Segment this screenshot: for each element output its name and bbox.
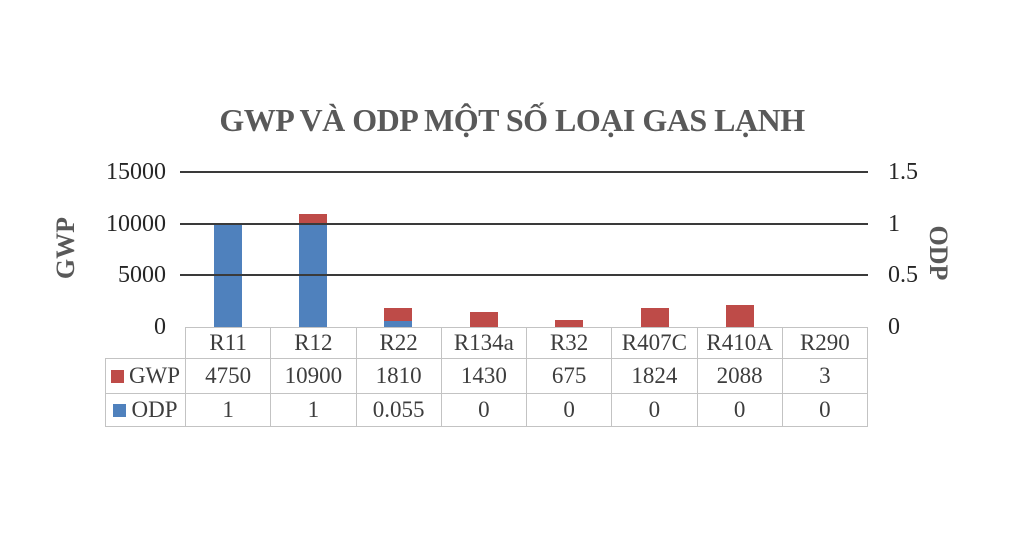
bar-gwp-R32: [555, 320, 584, 327]
data-table: R11 R12 R22 R134a R32 R407C R410A R290 G…: [105, 327, 869, 427]
table-odp-value: 0: [611, 393, 698, 427]
bar-odp-R22: [384, 321, 413, 327]
left-axis-tick-5000: 5000: [118, 262, 166, 288]
table-gwp-value: 1810: [355, 358, 442, 394]
table-odp-value: 0.055: [355, 393, 442, 427]
odp-series-label: ODP: [131, 397, 178, 422]
right-axis-tick-0.5: 0.5: [888, 262, 918, 288]
right-axis-tick-0: 0: [888, 314, 900, 340]
table-gwp-value: 1824: [611, 358, 698, 394]
left-axis-tick-10000: 10000: [106, 211, 166, 237]
bar-gwp-R410A: [725, 305, 754, 327]
table-gwp-value: 3: [781, 358, 869, 394]
bar-gwp-R134a: [469, 312, 498, 327]
right-axis-title: ODP: [924, 225, 953, 281]
odp-legend-swatch-icon: [113, 403, 127, 417]
chart-title: GWP VÀ ODP MỘT SỐ LOẠI GAS LẠNH: [219, 102, 805, 138]
table-row-odp: ODP 1 1 0.055 0 0 0 0 0: [105, 393, 869, 427]
table-category-header: R12: [270, 327, 357, 359]
table-odp-value: 0: [440, 393, 528, 427]
table-gwp-value: 675: [525, 358, 613, 394]
table-category-header: R407C: [611, 327, 698, 359]
legend-key-odp: ODP: [105, 393, 186, 427]
left-axis-title: GWP: [51, 216, 80, 280]
gridline-5000: [180, 274, 868, 277]
bar-gwp-R407C: [640, 308, 669, 327]
table-category-header: R410A: [696, 327, 783, 359]
gwp-series-label: GWP: [128, 363, 181, 388]
table-odp-value: 0: [781, 393, 869, 427]
left-axis-tick-15000: 15000: [106, 159, 166, 185]
table-corner-cell: [106, 328, 186, 359]
table-odp-value: 1: [184, 393, 272, 427]
table-gwp-value: 4750: [184, 358, 272, 394]
table-category-header: R134a: [440, 327, 528, 359]
table-category-header: R22: [355, 327, 442, 359]
table-gwp-value: 2088: [696, 358, 783, 394]
table-odp-value: 0: [696, 393, 783, 427]
gwp-legend-swatch-icon: [110, 369, 124, 383]
table-category-header: R11: [184, 327, 272, 359]
table-category-header: R32: [525, 327, 613, 359]
right-axis-tick-1: 1: [888, 211, 900, 237]
table-odp-value: 1: [270, 393, 357, 427]
right-axis-tick-1.5: 1.5: [888, 159, 918, 185]
plot-area: [185, 172, 868, 327]
gridline-15000: [180, 171, 868, 173]
table-gwp-value: 10900: [270, 358, 357, 394]
table-row-gwp: GWP 4750 10900 1810 1430 675 1824 2088 3: [105, 358, 869, 394]
table-gwp-value: 1430: [440, 358, 528, 394]
gridline-10000: [180, 222, 868, 225]
legend-key-gwp: GWP: [105, 358, 186, 394]
table-odp-value: 0: [525, 393, 613, 427]
left-axis-tick-0: 0: [154, 314, 166, 340]
table-category-header: R290: [781, 327, 869, 359]
